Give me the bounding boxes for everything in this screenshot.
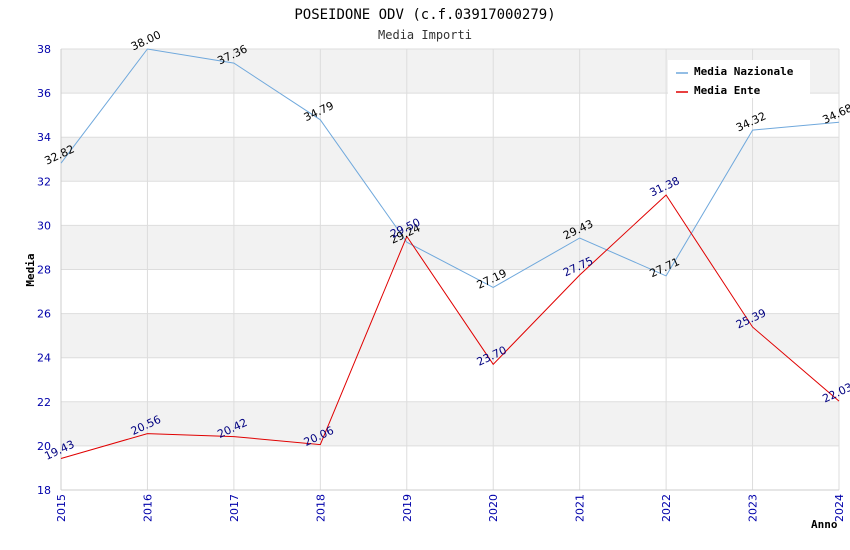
y-tick-label: 22 — [37, 396, 51, 409]
chart-subtitle: Media Importi — [378, 28, 472, 42]
data-label-media-nazionale: 34.79 — [302, 99, 336, 124]
grid-band — [61, 137, 839, 182]
y-tick-label: 34 — [37, 131, 51, 144]
y-tick-label: 24 — [37, 352, 51, 365]
legend-label-media-ente: Media Ente — [694, 84, 761, 97]
series-line-media-nazionale — [60, 48, 840, 288]
y-tick-label: 32 — [37, 175, 51, 188]
x-tick-label: 2015 — [55, 494, 68, 522]
x-tick-label: 2018 — [314, 494, 327, 522]
x-tick-label: 2017 — [228, 494, 241, 522]
y-tick-label: 36 — [37, 87, 51, 100]
grid-band — [61, 313, 839, 358]
y-tick-label: 38 — [37, 43, 51, 56]
chart-title: POSEIDONE ODV (c.f.03917000279) — [294, 7, 555, 23]
y-tick-label: 20 — [37, 440, 51, 453]
y-tick-label: 28 — [37, 264, 51, 277]
data-label-media-nazionale: 34.32 — [734, 109, 768, 134]
x-tick-label: 2023 — [747, 494, 760, 522]
y-axis-title: Media — [24, 253, 37, 286]
x-tick-label: 2022 — [660, 494, 673, 522]
grid-band — [61, 225, 839, 270]
data-label-media-nazionale: 27.19 — [475, 267, 509, 292]
x-tick-label: 2021 — [574, 494, 587, 522]
grid-band — [61, 401, 839, 446]
gridlines — [60, 48, 840, 491]
x-tick-labels: 2015 2016 2017 2018 2019 2020 2021 2022 2023 2024 — [55, 494, 846, 522]
legend-box — [668, 60, 810, 98]
series-group — [60, 48, 840, 459]
x-tick-label: 2020 — [487, 494, 500, 522]
axes — [60, 49, 839, 491]
y-tick-label: 30 — [37, 219, 51, 232]
y-tick-labels: 18 20 22 24 26 28 30 32 34 36 38 — [37, 43, 51, 497]
x-tick-label: 2016 — [141, 494, 154, 522]
y-tick-label: 18 — [37, 484, 51, 497]
legend: Media Nazionale Media Ente — [668, 60, 810, 98]
x-axis-title: Anno — [811, 518, 838, 531]
x-tick-label: 2024 — [833, 494, 846, 522]
legend-label-media-nazionale: Media Nazionale — [694, 65, 794, 78]
y-tick-label: 26 — [37, 308, 51, 321]
x-tick-label: 2019 — [401, 494, 414, 522]
series-line-media-ente — [60, 194, 840, 459]
grid-bands — [61, 49, 839, 446]
